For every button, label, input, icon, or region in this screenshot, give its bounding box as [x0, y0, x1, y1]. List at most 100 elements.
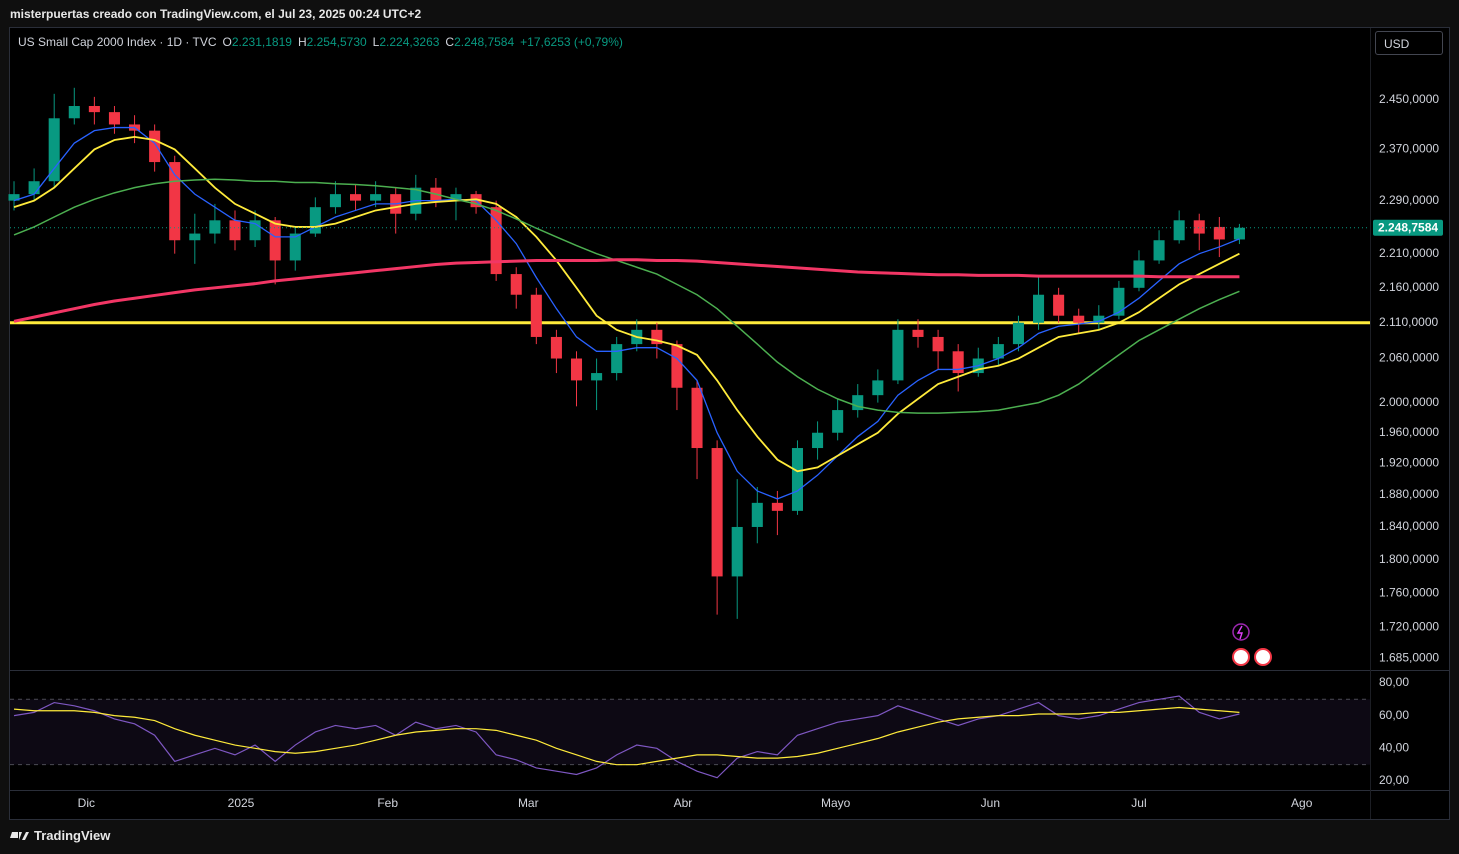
y-tick-label: 1.760,0000 [1379, 585, 1439, 599]
ohlc-key: O [222, 35, 232, 49]
candle-body [1053, 294, 1065, 316]
x-tick-label: Jul [1131, 796, 1146, 810]
brand-logo [10, 832, 29, 840]
candle-body [88, 106, 100, 113]
candle-body [1033, 294, 1045, 323]
last-price-box [1373, 219, 1443, 236]
candle-body [671, 344, 683, 388]
ohlc-key: H [297, 35, 307, 49]
x-tick-label: 2025 [228, 796, 255, 810]
candle-body [108, 112, 120, 125]
candle-body [791, 448, 803, 511]
brand: TradingView [34, 828, 111, 843]
candle-body [832, 410, 844, 433]
y-tick-label: 2.160,0000 [1379, 280, 1439, 294]
x-tick-label: Dic [78, 796, 95, 810]
candle-body [1213, 226, 1225, 240]
y-tick-label: 1.880,0000 [1379, 487, 1439, 501]
y-tick-label: 60,00 [1379, 708, 1409, 722]
ohlc-value: 2.254,5730 [306, 35, 367, 49]
frame [9, 27, 1450, 820]
candle-body [1153, 240, 1165, 261]
candle-body [350, 194, 362, 201]
candle-body [570, 358, 583, 381]
candle-body [912, 329, 924, 337]
candle-body [1093, 315, 1105, 323]
candle-body [169, 162, 181, 241]
candle-body [1133, 260, 1145, 288]
y-tick-label: 2.370,0000 [1379, 142, 1439, 156]
candle-body [611, 344, 623, 374]
moving-average [13, 178, 1240, 414]
y-tick-label: 2.290,0000 [1379, 193, 1439, 207]
candle-body [1012, 322, 1024, 345]
ohlc-value: 2.224,3263 [379, 35, 440, 49]
x-tick-label: Mayo [821, 796, 851, 810]
rsi-line [13, 695, 1240, 779]
candle-body [289, 233, 301, 261]
last-price-label: 2.248,7584 [1378, 220, 1438, 234]
event-icon[interactable] [1232, 623, 1250, 641]
candle-body [48, 118, 60, 182]
candle-body [1193, 220, 1205, 234]
moving-average [13, 258, 1240, 323]
candle-body [550, 336, 562, 359]
y-tick-label: 1.840,0000 [1379, 519, 1439, 533]
candle-body [591, 373, 603, 381]
x-tick-label: Ago [1291, 796, 1313, 810]
candle-body [1173, 220, 1185, 241]
credit: misterpuertas creado con TradingView.com… [10, 7, 422, 21]
change: +17,6253 (+0,79%) [520, 35, 623, 49]
candle-body [309, 207, 321, 234]
legend: US Small Cap 2000 Index · 1D · TVC O2.231… [18, 35, 623, 49]
candle-body [530, 294, 542, 337]
candle-body [1113, 287, 1125, 316]
candle-body [711, 448, 723, 577]
candle-body [651, 329, 663, 345]
currency-button[interactable]: USD [1375, 31, 1443, 55]
y-tick-label: 40,00 [1379, 740, 1409, 754]
candle-body [370, 194, 382, 201]
candle-body [751, 502, 763, 527]
y-tick-label: 1.800,0000 [1379, 552, 1439, 566]
ohlc-value: 2.248,7584 [454, 35, 515, 49]
candle-body [731, 526, 743, 577]
event-flag[interactable] [1254, 648, 1272, 666]
y-tick-label: 1.920,0000 [1379, 456, 1439, 470]
candle-body [510, 274, 522, 295]
y-tick-label: 1.685,0000 [1379, 650, 1439, 664]
candle-body [932, 336, 944, 352]
candle-body [1233, 227, 1245, 240]
candle-body [189, 233, 201, 241]
candle-body [8, 194, 20, 201]
candle-body [149, 130, 161, 163]
x-tick-label: Mar [518, 796, 539, 810]
ohlc-key: L [372, 35, 380, 49]
candle-body [1073, 315, 1085, 323]
moving-average [13, 135, 1240, 473]
candle-body [771, 502, 783, 511]
y-tick-label: 2.000,0000 [1379, 395, 1439, 409]
rsi-line [13, 706, 1240, 766]
candle-body [28, 181, 40, 195]
candle-body [490, 207, 502, 275]
event-flag[interactable] [1232, 648, 1250, 666]
candle-body [691, 387, 703, 449]
candle-body [992, 344, 1004, 359]
y-tick-label: 2.450,0000 [1379, 92, 1439, 106]
y-tick-label: 2.210,0000 [1379, 246, 1439, 260]
candle-body [872, 380, 884, 396]
ohlc-value: 2.231,1819 [231, 35, 292, 49]
y-tick-label: 2.060,0000 [1379, 351, 1439, 365]
candle-body [952, 351, 964, 374]
candle-body [249, 220, 261, 241]
candle-body [68, 106, 80, 119]
y-tick-label: 80,00 [1379, 675, 1409, 689]
y-tick-label: 20,00 [1379, 773, 1409, 787]
candle-body [329, 194, 341, 208]
candle-body [892, 329, 904, 381]
x-tick-label: Abr [674, 796, 693, 810]
y-tick-label: 1.960,0000 [1379, 425, 1439, 439]
